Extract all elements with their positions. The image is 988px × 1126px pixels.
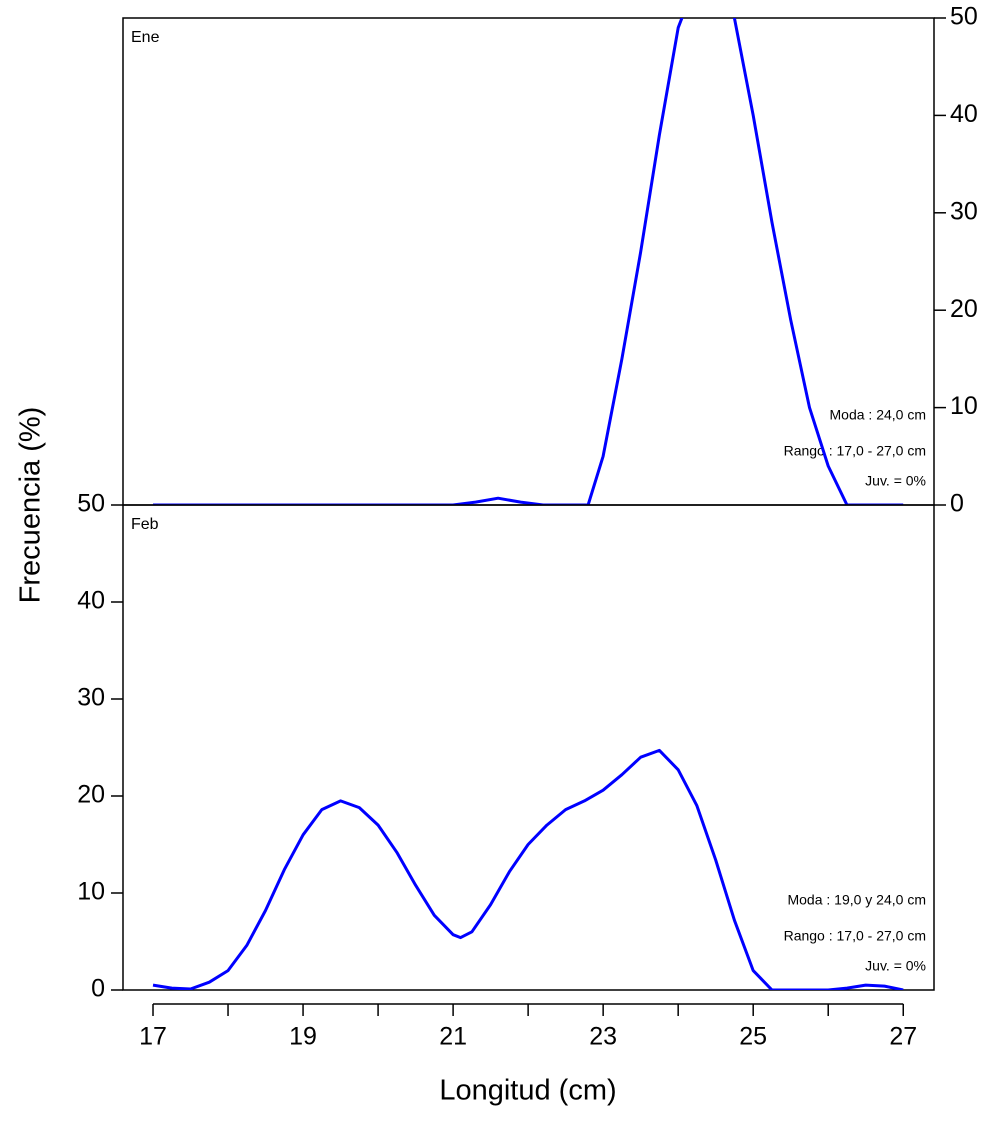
annotation: Juv. = 0% <box>865 473 926 489</box>
annotation: Rango : 17,0 - 27,0 cm <box>784 928 926 944</box>
x-tick-label: 19 <box>289 1023 317 1051</box>
line-series <box>152 748 904 990</box>
y-tick-label: 0 <box>91 975 105 1003</box>
y-tick-label: 0 <box>950 490 964 518</box>
y-tick-label: 40 <box>950 100 978 128</box>
x-tick-label: 25 <box>739 1023 767 1051</box>
line-series <box>153 18 904 505</box>
annotation: Moda : 24,0 cm <box>830 407 927 423</box>
annotation: Moda : 19,0 y 24,0 cm <box>787 892 926 908</box>
annotation: Rango : 17,0 - 27,0 cm <box>784 443 926 459</box>
y-tick-label: 10 <box>950 392 978 420</box>
y-tick-label: 20 <box>950 295 978 323</box>
plot-area <box>153 18 904 505</box>
plot-area <box>152 748 904 990</box>
y-tick-label: 10 <box>77 878 105 906</box>
y-tick-label: 50 <box>77 490 105 518</box>
panel-label: Feb <box>131 516 159 533</box>
y-tick-label: 30 <box>77 684 105 712</box>
annotation: Juv. = 0% <box>865 958 926 974</box>
x-tick-label: 23 <box>589 1023 617 1051</box>
y-tick-label: 20 <box>77 781 105 809</box>
panel-frame <box>122 17 935 506</box>
y-tick-label: 30 <box>950 197 978 225</box>
y-tick-label: 40 <box>77 587 105 615</box>
panel-frame <box>122 504 935 991</box>
x-axis-label: Longitud (cm) <box>439 1075 616 1107</box>
y-tick-label: 50 <box>950 3 978 31</box>
x-tick-label: 27 <box>889 1023 917 1051</box>
panel-label: Ene <box>131 29 160 46</box>
y-axis-label: Frecuencia (%) <box>15 407 47 604</box>
x-tick-label: 17 <box>139 1023 167 1051</box>
x-tick-label: 21 <box>439 1023 467 1051</box>
